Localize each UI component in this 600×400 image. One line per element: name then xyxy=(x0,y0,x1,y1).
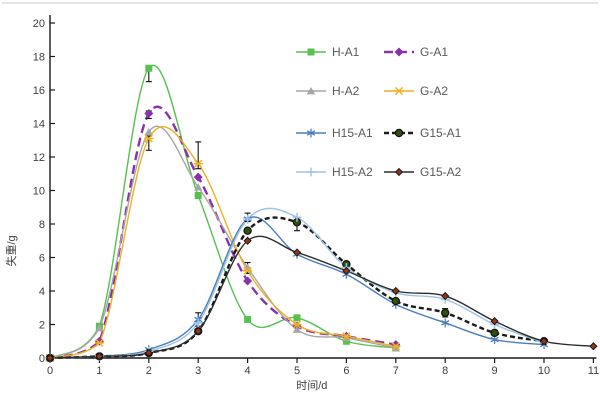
legend-label-G-A1: G-A1 xyxy=(420,45,448,59)
x-tick-label: 4 xyxy=(245,365,251,377)
x-tick-label: 6 xyxy=(343,365,349,377)
series-markers-G15-A2 xyxy=(45,236,598,363)
y-tick-label: 18 xyxy=(33,52,45,64)
legend: H-A1 G-A1 H-A2 G-A2 H15-A1 G15-A1 H15-A2 G15-A2 xyxy=(296,45,462,179)
series-line-H-A1 xyxy=(49,64,396,359)
axes xyxy=(49,15,597,359)
series-line-G15-A2 xyxy=(49,235,594,359)
y-tick-label: 0 xyxy=(39,353,45,365)
series-markers-H-A1 xyxy=(46,64,400,362)
x-tick-label: 10 xyxy=(538,365,550,377)
x-tick-label: 0 xyxy=(47,365,53,377)
y-tick-label: 16 xyxy=(33,85,45,97)
y-axis-label: 失重/g xyxy=(4,235,18,266)
legend-label-H15-A2: H15-A2 xyxy=(332,165,373,179)
legend-label-G-A2: G-A2 xyxy=(420,84,448,98)
x-tick-label: 1 xyxy=(96,365,102,377)
series-line-G-A2 xyxy=(49,125,396,359)
legend-label-H15-A1: H15-A1 xyxy=(332,126,373,140)
x-tick-label: 9 xyxy=(492,365,498,377)
y-tick-label: 20 xyxy=(33,18,45,30)
x-tick-label: 7 xyxy=(393,365,399,377)
legend-item-G-A2: G-A2 xyxy=(384,84,448,98)
x-tick-label: 11 xyxy=(588,365,599,377)
legend-item-H-A2: H-A2 xyxy=(296,84,360,98)
error-bars xyxy=(145,65,449,327)
y-tick-label: 6 xyxy=(39,253,45,265)
legend-item-H-A1: H-A1 xyxy=(296,45,360,59)
legend-label-H-A1: H-A1 xyxy=(332,45,360,59)
legend-item-G15-A2: G15-A2 xyxy=(384,165,462,179)
x-tick-label: 2 xyxy=(146,365,152,377)
x-axis-label: 时间/d xyxy=(296,379,327,392)
x-tick-label: 8 xyxy=(442,365,448,377)
legend-label-H-A2: H-A2 xyxy=(332,84,360,98)
legend-item-G15-A1: G15-A1 xyxy=(384,126,462,140)
legend-item-G-A1: G-A1 xyxy=(384,45,448,59)
legend-label-G15-A1: G15-A1 xyxy=(420,126,462,140)
legend-item-H15-A1: H15-A1 xyxy=(296,126,373,140)
y-tick-label: 10 xyxy=(33,186,45,198)
y-tick-label: 8 xyxy=(39,219,45,231)
x-tick-label: 3 xyxy=(195,365,201,377)
y-tick-label: 4 xyxy=(39,286,45,298)
legend-label-G15-A2: G15-A2 xyxy=(420,165,462,179)
x-tick-label: 5 xyxy=(294,365,300,377)
y-tick-label: 2 xyxy=(39,320,45,332)
legend-item-H15-A2: H15-A2 xyxy=(296,165,373,179)
y-tick-label: 14 xyxy=(33,119,45,131)
series-markers-H-A2 xyxy=(45,127,400,362)
y-tick-label: 12 xyxy=(33,152,45,164)
